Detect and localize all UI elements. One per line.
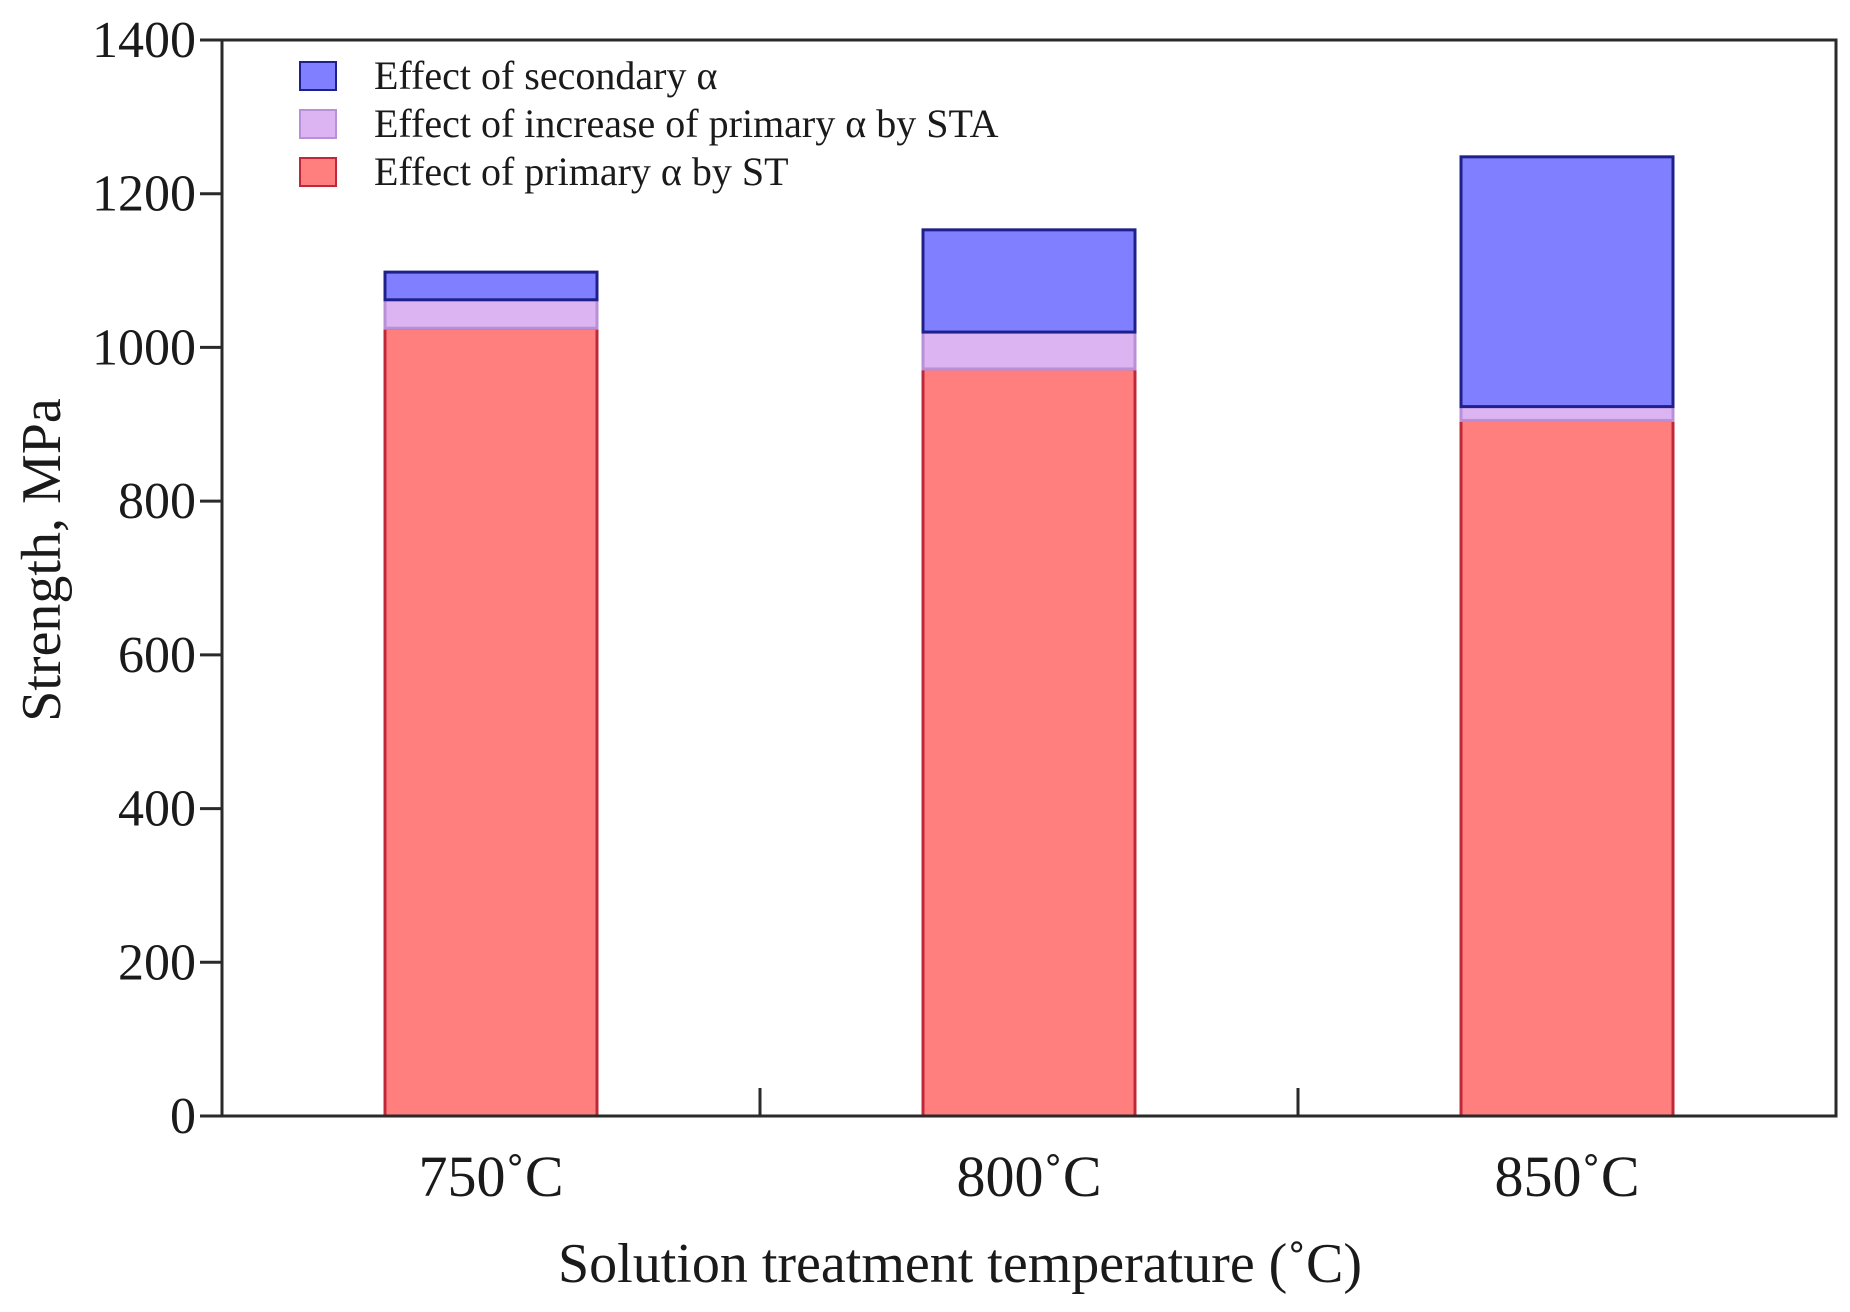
legend-label: Effect of secondary α	[374, 53, 717, 98]
bar-segment-800-series-0	[921, 367, 1137, 1118]
bar-segment-850-series-0	[1459, 418, 1675, 1118]
legend-label: Effect of primary α by ST	[374, 149, 789, 194]
x-category-label: 750˚C	[419, 1144, 564, 1209]
y-tick-label: 800	[118, 473, 196, 530]
y-tick-label: 1200	[92, 166, 196, 223]
legend-swatch	[299, 61, 337, 91]
bar-segment-850-series-2	[1459, 155, 1675, 409]
x-category-label: 800˚C	[957, 1144, 1102, 1209]
y-tick-label: 400	[118, 781, 196, 838]
bar-segment-800-series-1	[921, 330, 1137, 371]
bar-segment-750-series-1	[383, 298, 599, 330]
x-axis-title: Solution treatment temperature (˚C)	[558, 1233, 1362, 1295]
legend-swatch	[299, 157, 337, 187]
legend-label: Effect of increase of primary α by STA	[374, 101, 999, 146]
y-tick-label: 600	[118, 627, 196, 684]
bar-segment-850-series-1	[1459, 405, 1675, 422]
y-tick-label: 0	[170, 1088, 196, 1145]
plot-frame	[220, 38, 1838, 1118]
bars-layer	[383, 155, 1675, 1118]
y-axis-title: Strength, MPa	[11, 398, 73, 722]
y-tick-label: 1400	[92, 12, 196, 69]
bar-segment-750-series-2	[383, 270, 599, 302]
x-category-label: 850˚C	[1495, 1144, 1640, 1209]
bar-segment-800-series-2	[921, 228, 1137, 334]
y-tick-label: 200	[118, 934, 196, 991]
axes-layer: 0 200 400 600 800 1000 1200 1400 750˚C 800˚C 850˚C	[92, 12, 1838, 1209]
bar-segment-750-series-0	[383, 326, 599, 1118]
y-tick-label: 1000	[92, 319, 196, 376]
legend-swatch	[299, 109, 337, 139]
